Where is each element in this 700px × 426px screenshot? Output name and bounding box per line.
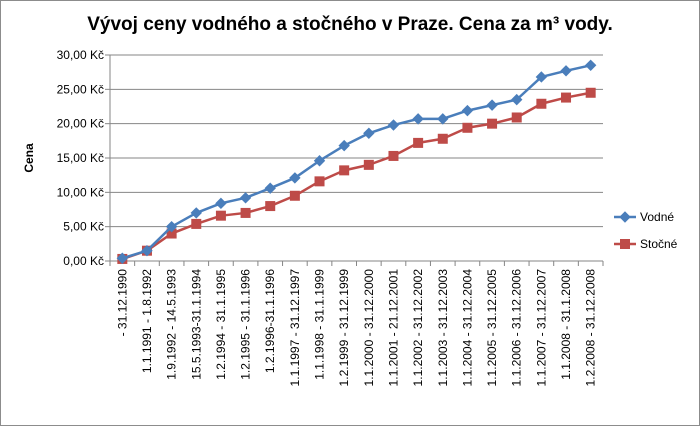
data-point (487, 118, 498, 129)
data-point (511, 93, 523, 106)
data-point (388, 150, 399, 161)
legend-label: Stočné (640, 237, 678, 251)
x-tick-label: 1.1.2008 - 31.1.2008 (559, 269, 573, 380)
data-point (190, 207, 202, 219)
data-point (561, 92, 572, 103)
x-tick-label: 1.1.1997 - 31.12.1997 (288, 269, 302, 387)
data-point (265, 201, 276, 212)
data-point (314, 176, 325, 187)
x-tick-label: 1.1.2000 - 31.12.2000 (362, 269, 376, 387)
data-point (141, 244, 153, 257)
data-point (339, 165, 350, 176)
data-point (215, 210, 226, 221)
legend-marker (620, 239, 630, 249)
x-tick-label: 1.1.2002 - 31.12.2002 (411, 269, 425, 387)
data-point (240, 207, 251, 218)
legend-marker (619, 211, 631, 223)
y-tick-label: 15,00 Kč (57, 151, 104, 165)
x-tick-label: 1.1.1998 - 31.1.1999 (313, 269, 327, 380)
x-tick-label: 1.2.1994 - 31.1.1995 (214, 269, 228, 380)
data-point (585, 87, 596, 98)
data-point (116, 252, 129, 264)
data-point (165, 220, 178, 233)
data-point (191, 218, 202, 229)
data-point (264, 182, 276, 194)
x-tick-label: 1.1.1991 - 1.8.1992 (140, 269, 154, 373)
data-point (437, 113, 449, 125)
data-point (338, 139, 350, 152)
data-point (215, 197, 227, 210)
data-point (289, 172, 301, 184)
data-point (536, 98, 547, 109)
data-point (584, 59, 597, 72)
data-point (239, 192, 252, 204)
data-point (560, 65, 572, 77)
x-tick-label: 1.2.1999 - 31.12.1999 (337, 269, 351, 387)
x-tick-label: - 31.12.1990 (115, 269, 129, 337)
x-tick-label: 1.1.2004 - 31.12.2004 (460, 269, 474, 387)
data-point (313, 155, 326, 167)
data-point (387, 119, 400, 131)
data-point (363, 127, 375, 139)
y-axis-label: Cena (22, 143, 36, 173)
data-point (437, 133, 448, 144)
y-tick-label: 25,00 Kč (57, 82, 104, 96)
series-line (121, 64, 591, 260)
x-tick-label: 1.9.1992 - 14.5.1993 (165, 269, 179, 380)
y-tick-label: 10,00 Kč (57, 185, 104, 199)
x-tick-label: 1.1.2007 - 31.12.2007 (534, 269, 548, 387)
x-tick-label: 1.1.2006 - 31.12.2006 (510, 269, 524, 387)
x-tick-label: 1.1.2003 - 31.12.2003 (436, 269, 450, 387)
data-point (535, 71, 548, 83)
y-tick-label: 30,00 Kč (57, 48, 104, 62)
y-tick-label: 0,00 Kč (63, 254, 104, 268)
data-point (289, 190, 300, 201)
data-point (511, 112, 522, 123)
x-tick-label: 1.1.2005 - 31.12.2005 (485, 269, 499, 387)
legend-label: Vodné (640, 210, 674, 224)
x-tick-label: 1.2.1996-31.1.1996 (263, 269, 277, 373)
data-point (412, 113, 424, 125)
data-point (462, 122, 473, 133)
chart-title: Vývoj ceny vodného a stočného v Praze. C… (87, 14, 613, 35)
x-tick-label: 1.1.2001 - 21.12.2001 (386, 269, 400, 387)
x-tick-label: 1.2.1995 - 31.1.1996 (239, 269, 253, 380)
data-point (363, 159, 374, 170)
data-point (413, 137, 424, 148)
x-tick-label: 15.5.1993-31.1.1994 (189, 269, 203, 380)
data-point (461, 104, 474, 117)
y-tick-label: 20,00 Kč (57, 117, 104, 131)
y-tick-label: 5,00 Kč (63, 220, 104, 234)
data-point (486, 99, 498, 111)
x-tick-label: 1.2.2008 - 31.12.2008 (584, 269, 598, 387)
